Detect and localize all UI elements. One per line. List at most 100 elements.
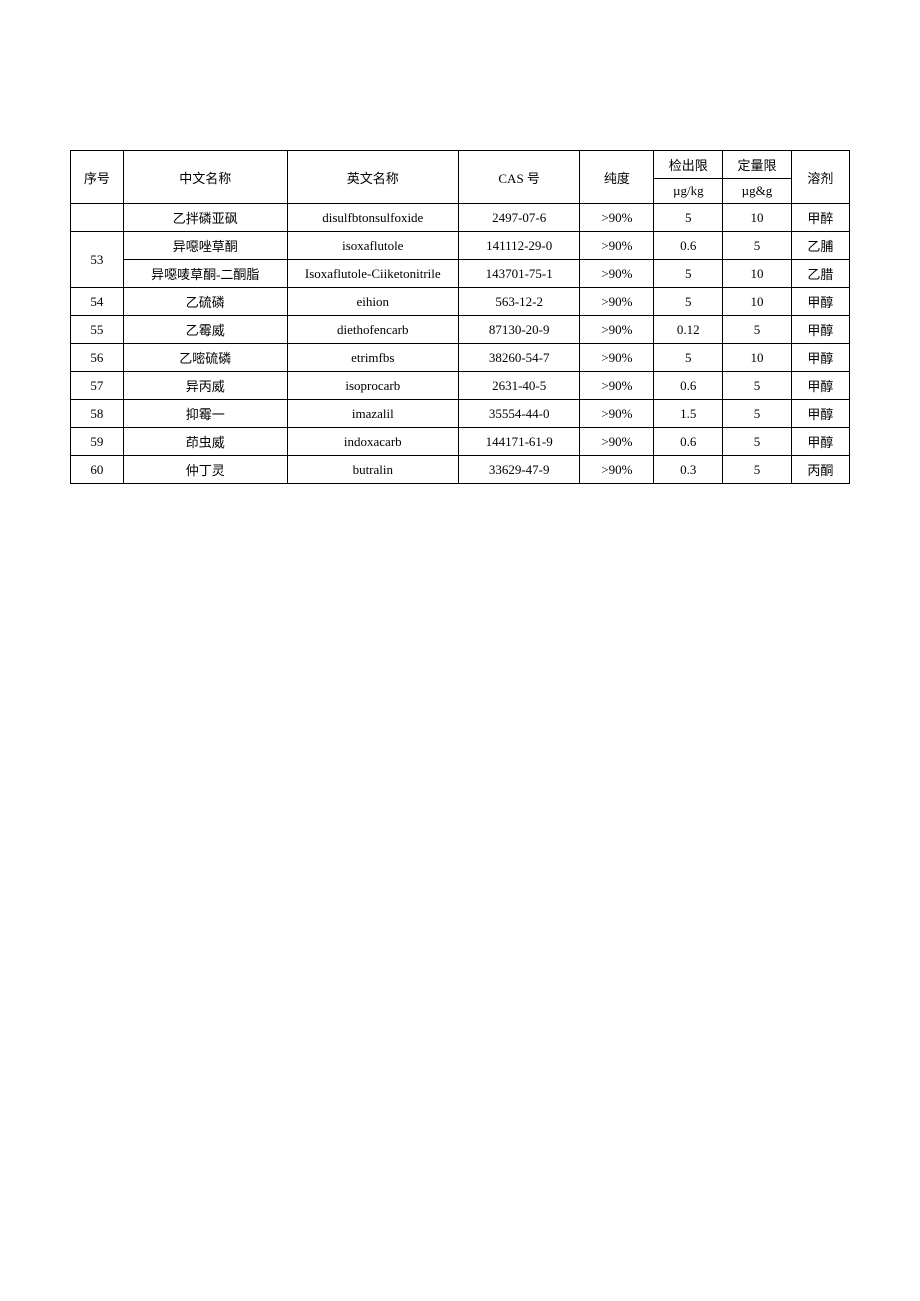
cell-cn: 抑霉一	[123, 400, 287, 428]
cell-quant: 5	[723, 428, 792, 456]
cell-en: diethofencarb	[287, 316, 458, 344]
cell-seq: 56	[71, 344, 124, 372]
cell-cn: 乙霉威	[123, 316, 287, 344]
cell-cas: 144171-61-9	[458, 428, 580, 456]
cell-en: isoxaflutole	[287, 232, 458, 260]
cell-cas: 563-12-2	[458, 288, 580, 316]
cell-en: disulfbtonsulfoxide	[287, 204, 458, 232]
cell-det: 0.6	[654, 232, 723, 260]
table-row: 55 乙霉威 diethofencarb 87130-20-9 >90% 0.1…	[71, 316, 850, 344]
cell-quant: 5	[723, 316, 792, 344]
cell-purity: >90%	[580, 428, 654, 456]
cell-seq: 53	[71, 232, 124, 288]
header-en-name: 英文名称	[287, 151, 458, 204]
cell-det: 5	[654, 344, 723, 372]
table-row: 60 仲丁灵 butralin 33629-47-9 >90% 0.3 5 丙酮	[71, 456, 850, 484]
table-row: 57 异丙威 isoprocarb 2631-40-5 >90% 0.6 5 甲…	[71, 372, 850, 400]
cell-solvent: 甲醇	[791, 316, 849, 344]
cell-det: 0.12	[654, 316, 723, 344]
cell-solvent: 甲醇	[791, 288, 849, 316]
cell-purity: >90%	[580, 232, 654, 260]
cell-cn: 茚虫威	[123, 428, 287, 456]
cell-quant: 5	[723, 372, 792, 400]
table-row: 乙拌磷亚砜 disulfbtonsulfoxide 2497-07-6 >90%…	[71, 204, 850, 232]
cell-en: eihion	[287, 288, 458, 316]
cell-seq: 57	[71, 372, 124, 400]
table-header: 序号 中文名称 英文名称 CAS 号 纯度 检出限 定量限 溶剂 µg/kg µ…	[71, 151, 850, 204]
table-body: 乙拌磷亚砜 disulfbtonsulfoxide 2497-07-6 >90%…	[71, 204, 850, 484]
cell-solvent: 丙酮	[791, 456, 849, 484]
cell-det: 5	[654, 288, 723, 316]
cell-solvent: 乙脯	[791, 232, 849, 260]
cell-purity: >90%	[580, 260, 654, 288]
header-detection-unit: µg/kg	[654, 179, 723, 204]
cell-solvent: 甲醇	[791, 344, 849, 372]
cell-purity: >90%	[580, 400, 654, 428]
chemical-table: 序号 中文名称 英文名称 CAS 号 纯度 检出限 定量限 溶剂 µg/kg µ…	[70, 150, 850, 484]
header-solvent: 溶剂	[791, 151, 849, 204]
cell-cas: 38260-54-7	[458, 344, 580, 372]
cell-solvent: 乙腊	[791, 260, 849, 288]
cell-seq: 60	[71, 456, 124, 484]
cell-quant: 5	[723, 232, 792, 260]
cell-cn: 乙嘧硫磷	[123, 344, 287, 372]
cell-en: isoprocarb	[287, 372, 458, 400]
cell-cas: 143701-75-1	[458, 260, 580, 288]
cell-cn: 仲丁灵	[123, 456, 287, 484]
cell-cn: 异丙威	[123, 372, 287, 400]
cell-en: Isoxaflutole-Ciiketonitrile	[287, 260, 458, 288]
cell-cn: 异噁唑草酮	[123, 232, 287, 260]
header-purity: 纯度	[580, 151, 654, 204]
cell-seq: 54	[71, 288, 124, 316]
cell-det: 1.5	[654, 400, 723, 428]
cell-cas: 87130-20-9	[458, 316, 580, 344]
cell-quant: 10	[723, 260, 792, 288]
cell-solvent: 甲醇	[791, 428, 849, 456]
cell-cn: 乙拌磷亚砜	[123, 204, 287, 232]
cell-cas: 2497-07-6	[458, 204, 580, 232]
cell-det: 5	[654, 260, 723, 288]
cell-solvent: 甲醉	[791, 204, 849, 232]
cell-purity: >90%	[580, 344, 654, 372]
cell-cn: 乙硫磷	[123, 288, 287, 316]
cell-solvent: 甲醇	[791, 372, 849, 400]
cell-en: etrimfbs	[287, 344, 458, 372]
cell-det: 0.6	[654, 372, 723, 400]
cell-purity: >90%	[580, 204, 654, 232]
cell-cas: 35554-44-0	[458, 400, 580, 428]
cell-quant: 10	[723, 288, 792, 316]
header-quant: 定量限	[723, 151, 792, 179]
cell-cas: 33629-47-9	[458, 456, 580, 484]
header-cas: CAS 号	[458, 151, 580, 204]
cell-cas: 141112-29-0	[458, 232, 580, 260]
cell-quant: 5	[723, 456, 792, 484]
cell-seq: 58	[71, 400, 124, 428]
table-row: 58 抑霉一 imazalil 35554-44-0 >90% 1.5 5 甲醇	[71, 400, 850, 428]
table-row: 56 乙嘧硫磷 etrimfbs 38260-54-7 >90% 5 10 甲醇	[71, 344, 850, 372]
cell-en: butralin	[287, 456, 458, 484]
table-row: 异噁唛草酮-二酮脂 Isoxaflutole-Ciiketonitrile 14…	[71, 260, 850, 288]
cell-cas: 2631-40-5	[458, 372, 580, 400]
cell-en: indoxacarb	[287, 428, 458, 456]
cell-quant: 10	[723, 344, 792, 372]
cell-quant: 5	[723, 400, 792, 428]
cell-seq: 59	[71, 428, 124, 456]
table-row: 54 乙硫磷 eihion 563-12-2 >90% 5 10 甲醇	[71, 288, 850, 316]
cell-en: imazalil	[287, 400, 458, 428]
cell-cn: 异噁唛草酮-二酮脂	[123, 260, 287, 288]
header-quant-unit: µg&g	[723, 179, 792, 204]
cell-det: 0.6	[654, 428, 723, 456]
cell-solvent: 甲醇	[791, 400, 849, 428]
cell-seq	[71, 204, 124, 232]
table-row: 59 茚虫威 indoxacarb 144171-61-9 >90% 0.6 5…	[71, 428, 850, 456]
cell-det: 5	[654, 204, 723, 232]
cell-quant: 10	[723, 204, 792, 232]
cell-purity: >90%	[580, 372, 654, 400]
cell-purity: >90%	[580, 288, 654, 316]
cell-purity: >90%	[580, 456, 654, 484]
cell-det: 0.3	[654, 456, 723, 484]
table-row: 53 异噁唑草酮 isoxaflutole 141112-29-0 >90% 0…	[71, 232, 850, 260]
cell-purity: >90%	[580, 316, 654, 344]
header-detection: 检出限	[654, 151, 723, 179]
cell-seq: 55	[71, 316, 124, 344]
